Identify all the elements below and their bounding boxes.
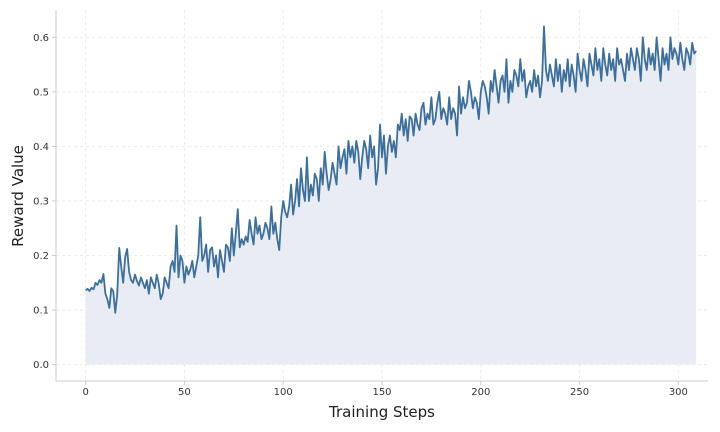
x-tick-label: 0 xyxy=(82,387,88,398)
x-tick-label: 300 xyxy=(669,387,688,398)
x-tick-label: 100 xyxy=(274,387,293,398)
x-tick-label: 200 xyxy=(471,387,490,398)
reward-area-fill xyxy=(85,26,697,365)
tick-labels: 0 50 100 150 200 250 300 0.0 0.1 0.2 0.3 0.4 0.5 0.6 xyxy=(33,33,688,398)
y-tick-label: 0.2 xyxy=(33,251,49,262)
y-tick-label: 0.5 xyxy=(33,87,49,98)
area-layer xyxy=(85,26,697,365)
y-tick-label: 0.6 xyxy=(33,33,49,44)
y-axis-title: Reward Value xyxy=(9,145,27,247)
x-tick-label: 50 xyxy=(178,387,191,398)
y-tick-label: 0.3 xyxy=(33,196,49,207)
line-layer xyxy=(85,25,697,314)
y-tick-label: 0.1 xyxy=(33,306,49,317)
axes xyxy=(52,10,708,385)
y-tick-label: 0.4 xyxy=(33,142,49,153)
x-tick-label: 250 xyxy=(570,387,589,398)
reward-line xyxy=(85,25,697,314)
x-axis-title: Training Steps xyxy=(328,403,435,421)
y-tick-label: 0.0 xyxy=(33,360,49,371)
x-tick-label: 150 xyxy=(372,387,391,398)
